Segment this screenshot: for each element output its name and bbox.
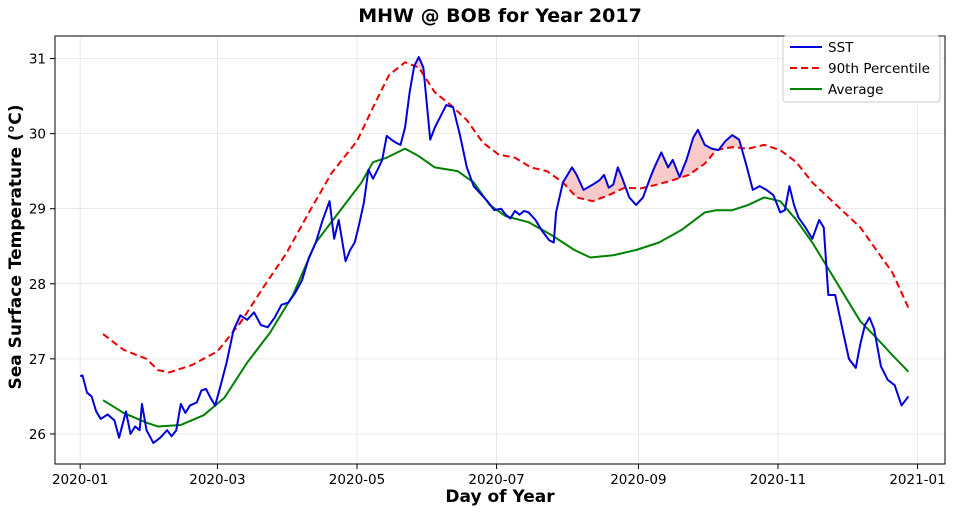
plot-frame — [54, 35, 946, 465]
y-axis: 26 27 28 29 30 31 — [29, 52, 55, 443]
series-line-average — [102, 147, 910, 428]
x-tick-label: 2020-01 — [52, 472, 108, 488]
y-tick-label: 27 — [29, 352, 46, 368]
heatwave-fill — [647, 129, 718, 187]
y-tick-label: 31 — [29, 52, 46, 68]
y-tick-label: 26 — [29, 427, 46, 443]
x-axis-label: Day of Year — [445, 487, 555, 507]
chart-title: MHW @ BOB for Year 2017 — [358, 5, 642, 27]
y-axis-label: Sea Surface Temperature (°C) — [6, 105, 26, 390]
y-tick-label: 30 — [29, 127, 46, 143]
legend-box — [782, 35, 941, 103]
x-tick-label: 2020-11 — [750, 472, 806, 488]
legend-label: Average — [828, 82, 883, 98]
series-line-sst — [79, 56, 910, 444]
series-layer — [79, 56, 910, 444]
x-tick-label: 2020-09 — [610, 472, 666, 488]
legend-label: 90th Percentile — [828, 61, 930, 77]
x-tick-label: 2021-01 — [889, 472, 945, 488]
heatwave-fill-layer — [233, 57, 742, 332]
y-tick-label: 28 — [29, 277, 46, 293]
heatwave-fill — [719, 135, 742, 150]
x-tick-label: 2020-07 — [468, 472, 524, 488]
y-tick-label: 29 — [29, 202, 46, 218]
x-tick-label: 2020-03 — [189, 472, 245, 488]
x-axis: 2020-01 2020-03 2020-05 2020-07 2020-09 2020-… — [52, 464, 946, 488]
x-tick-label: 2020-05 — [329, 472, 385, 488]
legend-label: SST — [828, 40, 854, 56]
legend: SST 90th Percentile Average — [782, 35, 941, 103]
series-line-90th-percentile — [102, 61, 910, 374]
